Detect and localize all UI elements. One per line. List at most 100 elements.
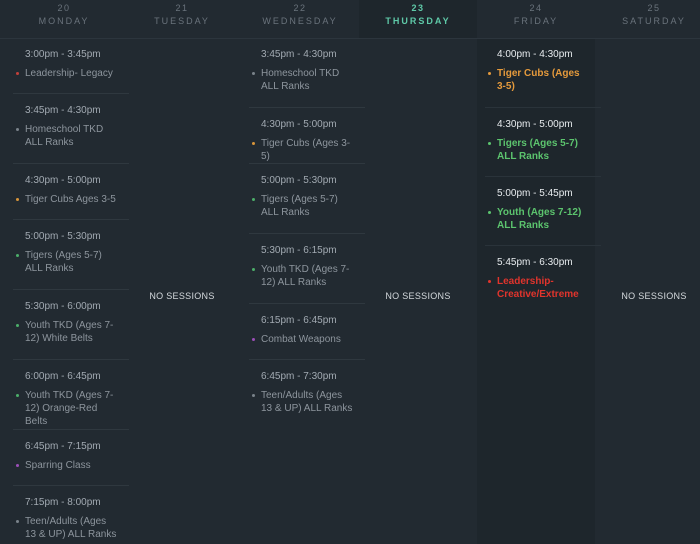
session-item[interactable]: 4:30pm - 5:00pm Tiger Cubs (Ages 3-5) <box>241 109 355 163</box>
session-item[interactable]: 6:45pm - 7:15pm Sparring Class <box>5 431 119 472</box>
session-divider <box>13 429 129 430</box>
session-divider <box>249 233 365 234</box>
session-title: Tigers (Ages 5-7) ALL Ranks <box>488 137 591 163</box>
day-column-monday: 3:00pm - 3:45pm Leadership- Legacy 3:45pm … <box>5 39 129 544</box>
session-item[interactable]: 5:45pm - 6:30pm Leadership- Creative/Extr… <box>477 247 591 301</box>
session-divider <box>13 219 129 220</box>
day-name: TUESDAY <box>154 16 210 26</box>
session-color-dot-icon <box>488 72 491 75</box>
session-time: 5:00pm - 5:30pm <box>25 231 101 242</box>
session-time: 7:15pm - 8:00pm <box>25 497 101 508</box>
session-time: 6:15pm - 6:45pm <box>261 315 337 326</box>
session-item[interactable]: 7:15pm - 8:00pm Teen/Adults (Ages 13 & UP… <box>5 487 119 541</box>
session-title: Youth TKD (Ages 7-12) Orange-Red Belts <box>16 389 119 428</box>
session-color-dot-icon <box>252 142 255 145</box>
session-color-dot-icon <box>252 268 255 271</box>
session-divider <box>485 107 601 108</box>
day-header-wednesday[interactable]: 22 WEDNESDAY <box>241 0 359 38</box>
session-time: 5:00pm - 5:45pm <box>497 188 573 199</box>
header-divider <box>0 38 700 39</box>
session-color-dot-icon <box>252 394 255 397</box>
day-number: 25 <box>647 3 661 13</box>
session-color-dot-icon <box>16 394 19 397</box>
day-header-monday[interactable]: 20 MONDAY <box>5 0 123 38</box>
session-title: Tiger Cubs (Ages 3-5) <box>488 67 591 93</box>
session-title: Youth TKD (Ages 7-12) ALL Ranks <box>252 263 355 289</box>
session-time: 5:45pm - 6:30pm <box>497 257 573 268</box>
session-time: 4:30pm - 5:00pm <box>25 175 101 186</box>
session-divider <box>249 303 365 304</box>
day-column-saturday: NO SESSIONS <box>595 39 700 544</box>
session-time: 5:30pm - 6:15pm <box>261 245 337 256</box>
session-item[interactable]: 5:00pm - 5:30pm Tigers (Ages 5-7) ALL Ran… <box>5 221 119 275</box>
session-item[interactable]: 5:00pm - 5:45pm Youth (Ages 7-12) ALL Ran… <box>477 178 591 232</box>
session-item[interactable]: 6:00pm - 6:45pm Youth TKD (Ages 7-12) Ora… <box>5 361 119 428</box>
session-title: Sparring Class <box>16 459 119 472</box>
session-title: Leadership- Legacy <box>16 67 119 80</box>
session-time: 5:00pm - 5:30pm <box>261 175 337 186</box>
session-item[interactable]: 5:00pm - 5:30pm Tigers (Ages 5-7) ALL Ran… <box>241 165 355 219</box>
day-name: THURSDAY <box>385 16 451 26</box>
day-header-tuesday[interactable]: 21 TUESDAY <box>123 0 241 38</box>
session-time: 4:00pm - 4:30pm <box>497 49 573 60</box>
session-divider <box>249 359 365 360</box>
session-color-dot-icon <box>16 324 19 327</box>
session-divider <box>13 93 129 94</box>
session-item[interactable]: 4:00pm - 4:30pm Tiger Cubs (Ages 3-5) <box>477 39 591 93</box>
session-color-dot-icon <box>16 520 19 523</box>
session-title: Youth TKD (Ages 7-12) White Belts <box>16 319 119 345</box>
session-title: Tiger Cubs (Ages 3-5) <box>252 137 355 163</box>
day-name: SATURDAY <box>622 16 686 26</box>
session-divider <box>13 289 129 290</box>
session-title: Tigers (Ages 5-7) ALL Ranks <box>16 249 119 275</box>
session-color-dot-icon <box>252 72 255 75</box>
day-column-wednesday: 3:45pm - 4:30pm Homeschool TKD ALL Ranks 4… <box>241 39 365 544</box>
session-item[interactable]: 3:45pm - 4:30pm Homeschool TKD ALL Ranks <box>5 95 119 149</box>
session-color-dot-icon <box>488 211 491 214</box>
session-color-dot-icon <box>16 464 19 467</box>
session-divider <box>249 163 365 164</box>
session-color-dot-icon <box>488 280 491 283</box>
session-color-dot-icon <box>252 198 255 201</box>
session-title: Homeschool TKD ALL Ranks <box>16 123 119 149</box>
session-item[interactable]: 4:30pm - 5:00pm Tiger Cubs Ages 3-5 <box>5 165 119 206</box>
session-item[interactable]: 4:30pm - 5:00pm Tigers (Ages 5-7) ALL Ran… <box>477 109 591 163</box>
session-divider <box>13 163 129 164</box>
day-column-tuesday: NO SESSIONS <box>123 39 241 544</box>
session-item[interactable]: 6:45pm - 7:30pm Teen/Adults (Ages 13 & UP… <box>241 361 355 415</box>
day-name: MONDAY <box>38 16 90 26</box>
session-time: 3:00pm - 3:45pm <box>25 49 101 60</box>
day-column-thursday: NO SESSIONS <box>359 39 477 544</box>
session-time: 4:30pm - 5:00pm <box>497 119 573 130</box>
session-item[interactable]: 3:00pm - 3:45pm Leadership- Legacy <box>5 39 119 80</box>
day-header-saturday[interactable]: 25 SATURDAY <box>595 0 700 38</box>
session-title: Homeschool TKD ALL Ranks <box>252 67 355 93</box>
session-divider <box>485 245 601 246</box>
session-time: 3:45pm - 4:30pm <box>261 49 337 60</box>
week-header: 20 MONDAY 21 TUESDAY 22 WEDNESDAY 23 THURSDAY 24… <box>0 0 700 38</box>
day-number: 20 <box>57 3 71 13</box>
day-header-thursday[interactable]: 23 THURSDAY <box>359 0 477 38</box>
day-name: WEDNESDAY <box>262 16 338 26</box>
no-sessions-label: NO SESSIONS <box>385 291 451 301</box>
session-item[interactable]: 5:30pm - 6:15pm Youth TKD (Ages 7-12) ALL… <box>241 235 355 289</box>
session-item[interactable]: 6:15pm - 6:45pm Combat Weapons <box>241 305 355 346</box>
day-number: 21 <box>175 3 189 13</box>
day-header-friday[interactable]: 24 FRIDAY <box>477 0 595 38</box>
session-item[interactable]: 3:45pm - 4:30pm Homeschool TKD ALL Ranks <box>241 39 355 93</box>
day-name: FRIDAY <box>513 16 559 26</box>
session-divider <box>13 359 129 360</box>
session-time: 5:30pm - 6:00pm <box>25 301 101 312</box>
day-number: 22 <box>293 3 307 13</box>
session-divider <box>485 176 601 177</box>
session-time: 4:30pm - 5:00pm <box>261 119 337 130</box>
day-number: 24 <box>529 3 543 13</box>
session-title: Leadership- Creative/Extreme <box>488 275 591 301</box>
session-title: Tiger Cubs Ages 3-5 <box>16 193 119 206</box>
session-color-dot-icon <box>252 338 255 341</box>
session-item[interactable]: 5:30pm - 6:00pm Youth TKD (Ages 7-12) Whi… <box>5 291 119 345</box>
session-divider <box>13 485 129 486</box>
session-color-dot-icon <box>16 254 19 257</box>
session-time: 6:00pm - 6:45pm <box>25 371 101 382</box>
session-time: 3:45pm - 4:30pm <box>25 105 101 116</box>
